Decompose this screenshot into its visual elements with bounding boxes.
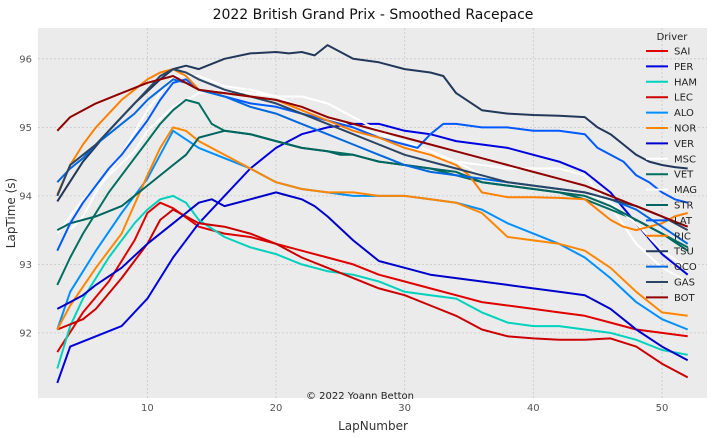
y-tick-label: 93 — [19, 260, 32, 271]
series-line-ver — [56, 191, 689, 362]
legend-label-nor: NOR — [674, 124, 696, 135]
y-tick-label: 96 — [19, 54, 32, 65]
x-tick-label: 30 — [398, 403, 411, 414]
plot-area — [38, 28, 707, 398]
legend-label-msc: MSC — [674, 154, 696, 165]
legend-title: Driver — [657, 32, 689, 43]
x-axis-label: LapNumber — [338, 419, 408, 433]
series-line-ric — [56, 68, 688, 232]
y-tick-label: 95 — [19, 123, 32, 134]
x-tick-label: 20 — [270, 403, 283, 414]
series-line-bot — [56, 75, 689, 228]
legend-label-vet: VET — [674, 170, 694, 181]
series-line-msc — [56, 88, 689, 283]
series-lines — [56, 44, 689, 384]
copyright-credit: © 2022 Yoann Betton — [306, 391, 414, 402]
x-axis-ticks: 10 20 30 40 50 — [141, 403, 668, 414]
legend-label-bot: BOT — [674, 293, 696, 304]
legend-label-gas: GAS — [674, 278, 695, 289]
x-tick-label: 10 — [141, 403, 154, 414]
legend-label-alo: ALO — [674, 108, 694, 119]
y-tick-label: 94 — [19, 191, 32, 202]
chart-title: 2022 British Grand Prix - Smoothed Racep… — [213, 7, 534, 23]
legend-label-sai: SAI — [674, 47, 690, 58]
legend-label-ham: HAM — [674, 77, 697, 88]
legend-label-per: PER — [674, 62, 693, 73]
series-line-ham — [56, 194, 688, 369]
x-tick-label: 40 — [527, 403, 540, 414]
y-axis-ticks: 92 93 94 95 96 — [19, 54, 32, 339]
legend-label-mag: MAG — [674, 185, 697, 196]
series-line-str — [56, 129, 689, 252]
legend-label-str: STR — [674, 201, 693, 212]
series-line-sai — [56, 201, 688, 353]
x-tick-label: 50 — [656, 403, 669, 414]
legend-label-lat: LAT — [674, 216, 693, 227]
legend-label-oco: OCO — [674, 262, 697, 273]
series-line-alo — [56, 129, 689, 331]
series-line-gas — [56, 68, 689, 231]
legend: Driver SAI PER HAM LEC ALO NOR VER MSC VET MAG STR… — [646, 32, 697, 304]
y-axis-label: LapTime (s) — [4, 178, 18, 248]
series-line-lec — [56, 208, 689, 379]
series-line-nor — [56, 126, 688, 330]
legend-label-tsu: TSU — [673, 247, 694, 258]
legend-label-lec: LEC — [674, 93, 693, 104]
legend-label-ver: VER — [674, 139, 694, 150]
legend-label-ric: RIC — [674, 231, 691, 242]
y-tick-label: 92 — [19, 328, 32, 339]
series-line-tsu — [56, 44, 688, 202]
